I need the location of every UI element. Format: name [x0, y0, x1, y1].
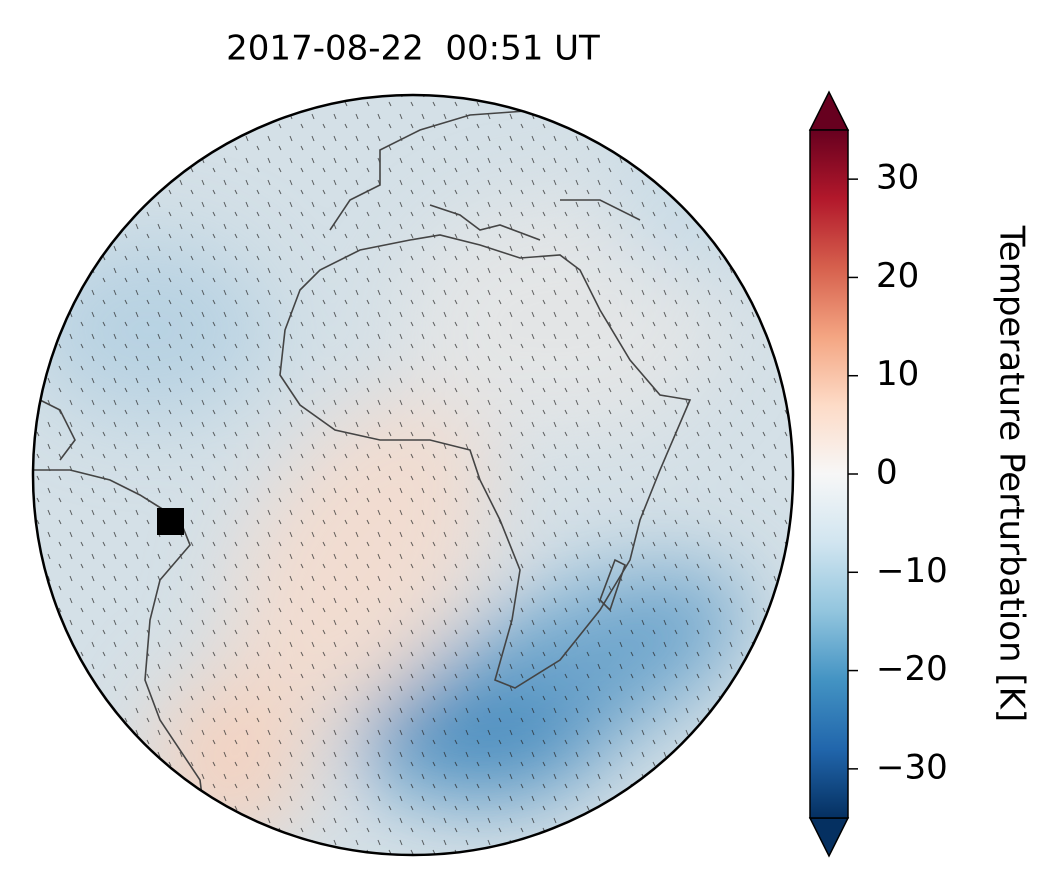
colorbar-tick-label: 10 — [876, 354, 919, 394]
colorbar-label: Temperature Perturbation [K] — [992, 225, 1032, 722]
colorbar — [808, 90, 850, 858]
colorbar-tick-label: 30 — [876, 158, 919, 198]
map-title: 2017-08-22 00:51 UT — [226, 29, 600, 69]
colorbar-tick-label: −30 — [876, 747, 948, 787]
colorbar-tick-label: 20 — [876, 256, 919, 296]
location-marker — [157, 508, 184, 535]
colorbar-scale — [809, 129, 849, 819]
colorbar-extend-min — [808, 817, 850, 858]
globe-outline — [31, 93, 795, 857]
colorbar-tick-label: −10 — [876, 551, 948, 591]
colorbar-extend-max — [808, 90, 850, 131]
colorbar-tick-label: 0 — [876, 453, 898, 493]
colorbar-tick-label: −20 — [876, 649, 948, 689]
